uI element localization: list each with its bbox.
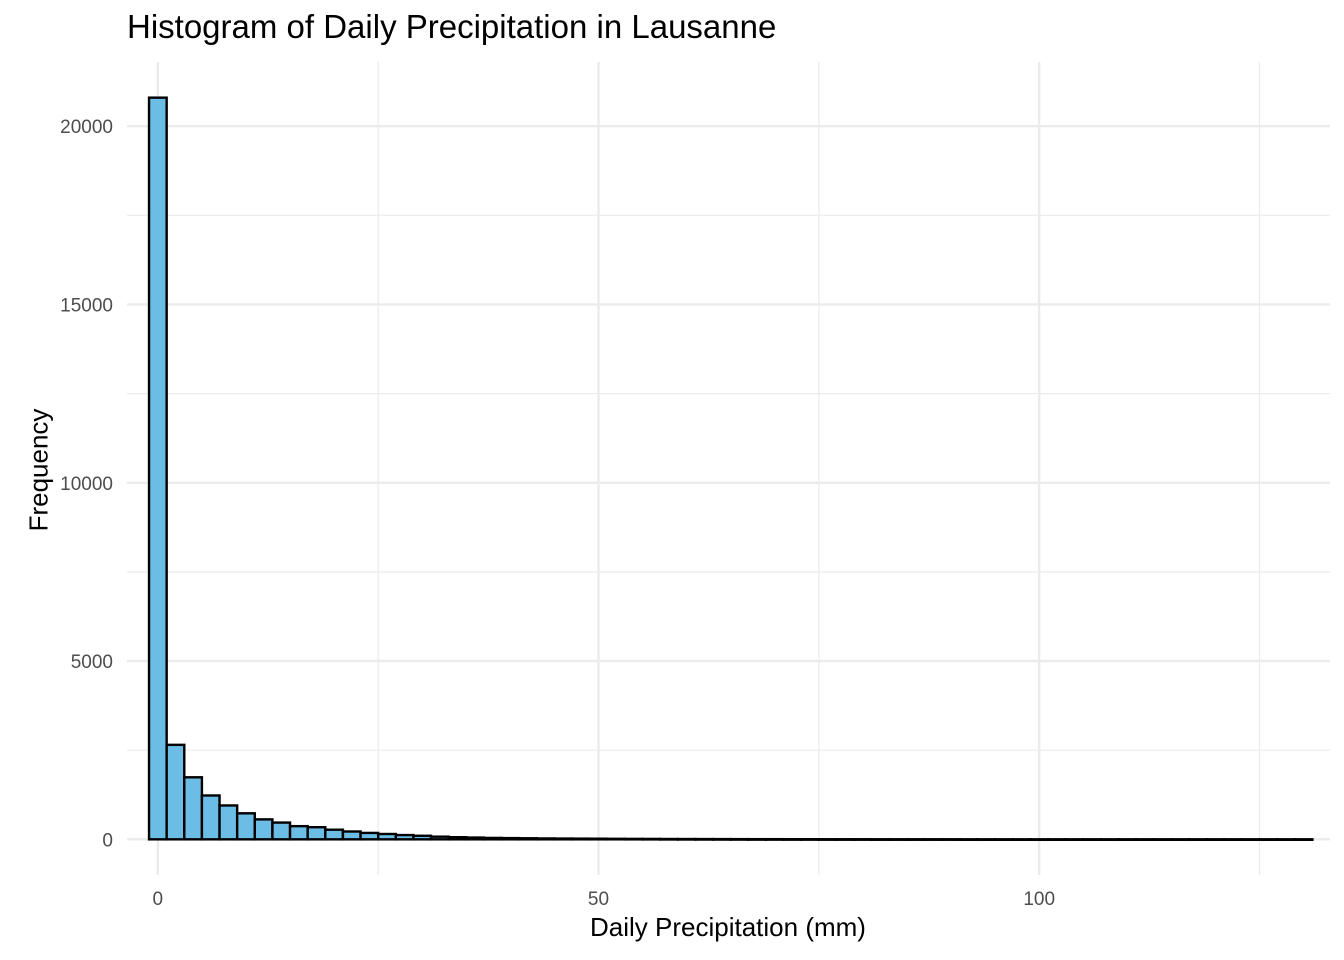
histogram-bar <box>271 821 292 841</box>
histogram-bar <box>535 837 556 841</box>
histogram-bar <box>200 794 221 841</box>
histogram-bar <box>1258 838 1279 842</box>
histogram-bar <box>1064 838 1085 842</box>
y-tick-label: 0 <box>102 830 113 851</box>
histogram-bar <box>852 838 873 841</box>
histogram-bar <box>941 838 962 841</box>
histogram-bar <box>993 838 1014 842</box>
histogram-bar <box>800 837 821 841</box>
histogram-bar <box>147 96 168 841</box>
histogram-bar <box>482 836 503 841</box>
histogram-bar <box>306 826 327 841</box>
histogram-bar <box>553 837 574 841</box>
y-tick-label: 10000 <box>60 474 113 495</box>
histogram-bar <box>517 837 539 841</box>
x-tick-label: 100 <box>1023 889 1055 910</box>
histogram-bar <box>500 836 521 841</box>
histogram-bar <box>1046 838 1067 842</box>
histogram-bar <box>658 837 680 841</box>
x-tick-label: 0 <box>153 889 164 910</box>
histogram-bar <box>958 838 979 842</box>
histogram-bar <box>1099 838 1120 842</box>
histogram-bar <box>218 804 239 841</box>
histogram-bar <box>570 837 591 841</box>
histogram-bar <box>359 831 380 841</box>
histogram-bar <box>447 836 468 841</box>
histogram-bar <box>1152 838 1173 842</box>
histogram-bar <box>923 838 944 841</box>
histogram-bar <box>429 835 450 841</box>
histogram-bar <box>1117 838 1138 842</box>
histogram-bar <box>341 830 362 841</box>
histogram-bar <box>235 812 256 841</box>
histogram-bar <box>288 824 309 841</box>
y-axis-title: Frequency <box>23 408 54 532</box>
histogram-bar <box>694 837 715 841</box>
histogram-bar <box>782 837 803 841</box>
x-tick-label: 50 <box>588 889 609 910</box>
y-tick-label: 5000 <box>71 652 113 673</box>
histogram-bar <box>1134 838 1155 842</box>
histogram-bar <box>376 832 398 841</box>
histogram-bar <box>764 837 785 841</box>
histogram-bar <box>1170 838 1191 842</box>
histogram-bar <box>888 838 909 841</box>
histogram-bar <box>1187 838 1208 842</box>
histogram-bar <box>394 833 415 841</box>
histogram-bar <box>1011 838 1032 842</box>
histogram-bar <box>1275 838 1296 842</box>
histogram-bar <box>870 838 891 841</box>
histogram-bar <box>165 743 186 841</box>
histogram-bar <box>606 837 627 841</box>
y-tick-label: 15000 <box>60 295 113 316</box>
histogram-bar <box>1082 838 1103 842</box>
histogram-bar <box>676 837 697 841</box>
histogram-bar <box>817 838 838 841</box>
histogram-bar <box>641 837 662 841</box>
histogram-bar <box>324 828 345 841</box>
histogram-bar <box>1293 838 1314 842</box>
histogram-bar <box>623 837 644 841</box>
chart-title: Histogram of Daily Precipitation in Laus… <box>127 8 777 45</box>
histogram-bar <box>1205 838 1226 842</box>
histogram-bar <box>835 838 856 841</box>
histogram-bar <box>253 818 274 841</box>
histogram-bar <box>412 834 433 841</box>
histogram-bar <box>976 838 997 842</box>
histogram-bar <box>747 837 768 841</box>
histogram-bar <box>1223 838 1244 842</box>
histogram-bar <box>465 836 486 841</box>
y-tick-label: 20000 <box>60 117 113 138</box>
x-axis-title: Daily Precipitation (mm) <box>590 912 866 942</box>
histogram-bar <box>1029 838 1050 842</box>
histogram-bar <box>588 837 609 841</box>
histogram-bar <box>711 837 732 841</box>
histogram-bar <box>183 776 204 841</box>
histogram-bar <box>905 838 926 841</box>
histogram-bar <box>729 837 750 841</box>
histogram-bar <box>1240 838 1261 842</box>
